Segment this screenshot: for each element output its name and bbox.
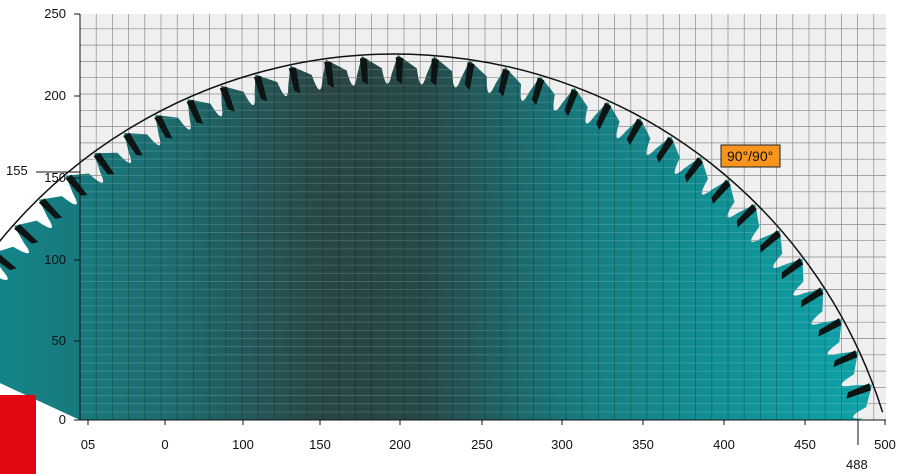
tooth-carbide-tips [0,57,871,399]
x-tick-label: 300 [551,437,573,452]
x-tick-label: 05 [81,437,95,452]
x-tick-label: 100 [232,437,254,452]
tooth-tip [464,62,475,90]
x-tick-label: 400 [713,437,735,452]
tooth-tip [154,115,173,139]
angle-badge-label: 90°/90° [727,148,773,164]
cut-arc [0,53,884,413]
max-width-label: 488 [846,457,868,472]
tooth-tip [395,57,404,85]
corner-red-mark [0,395,36,474]
y-tick-label: 0 [59,412,66,427]
y-tick-label: 250 [44,6,66,21]
tooth-tip [123,132,143,156]
tooth-tip [219,86,235,112]
tooth-tip [531,77,545,106]
tooth-tip [818,318,842,337]
tooth-tip [564,88,579,117]
tooth-tip [430,58,439,86]
tooth-tip [0,254,17,271]
x-tick-label: 350 [632,437,654,452]
blade-body [0,55,872,420]
x-tick-label: 0 [161,437,168,452]
tooth-tip [498,68,510,97]
axes: 05 0 100 150 200 250 300 350 400 450 5000501001502… [44,6,896,452]
cut-start-label: 155 [6,163,28,178]
tooth-tip [833,350,858,368]
tooth-tip [359,58,368,85]
tooth-tip [186,99,204,124]
saw-blade [0,55,872,420]
y-tick-label: 50 [52,333,66,348]
tooth-tip [846,383,871,399]
x-tick-label: 250 [471,437,493,452]
tooth-tip [288,67,301,94]
tooth-tip [93,152,115,175]
tooth-tip [324,61,334,88]
angle-badge: 90°/90° [720,144,781,168]
y-tick-label: 150 [44,170,66,185]
tooth-tip [626,118,644,146]
tooth-tip [760,230,781,253]
x-tick-label: 200 [389,437,411,452]
x-tick-label: 150 [309,437,331,452]
y-tick-label: 200 [44,88,66,103]
tooth-tip [656,136,674,163]
tooth-tip [711,179,731,205]
tooth-tip [781,257,804,280]
tooth-tip [38,198,63,219]
tooth-tip [736,203,757,228]
y-tick-label: 100 [44,252,66,267]
x-tick-label: 450 [794,437,816,452]
tooth-tip [684,157,703,183]
tooth-tip [801,287,824,308]
tooth-tip [596,102,612,130]
tooth-tip [65,174,88,196]
tooth-tip [253,76,268,102]
tooth-tip [14,224,39,244]
x-tick-label: 500 [874,437,896,452]
